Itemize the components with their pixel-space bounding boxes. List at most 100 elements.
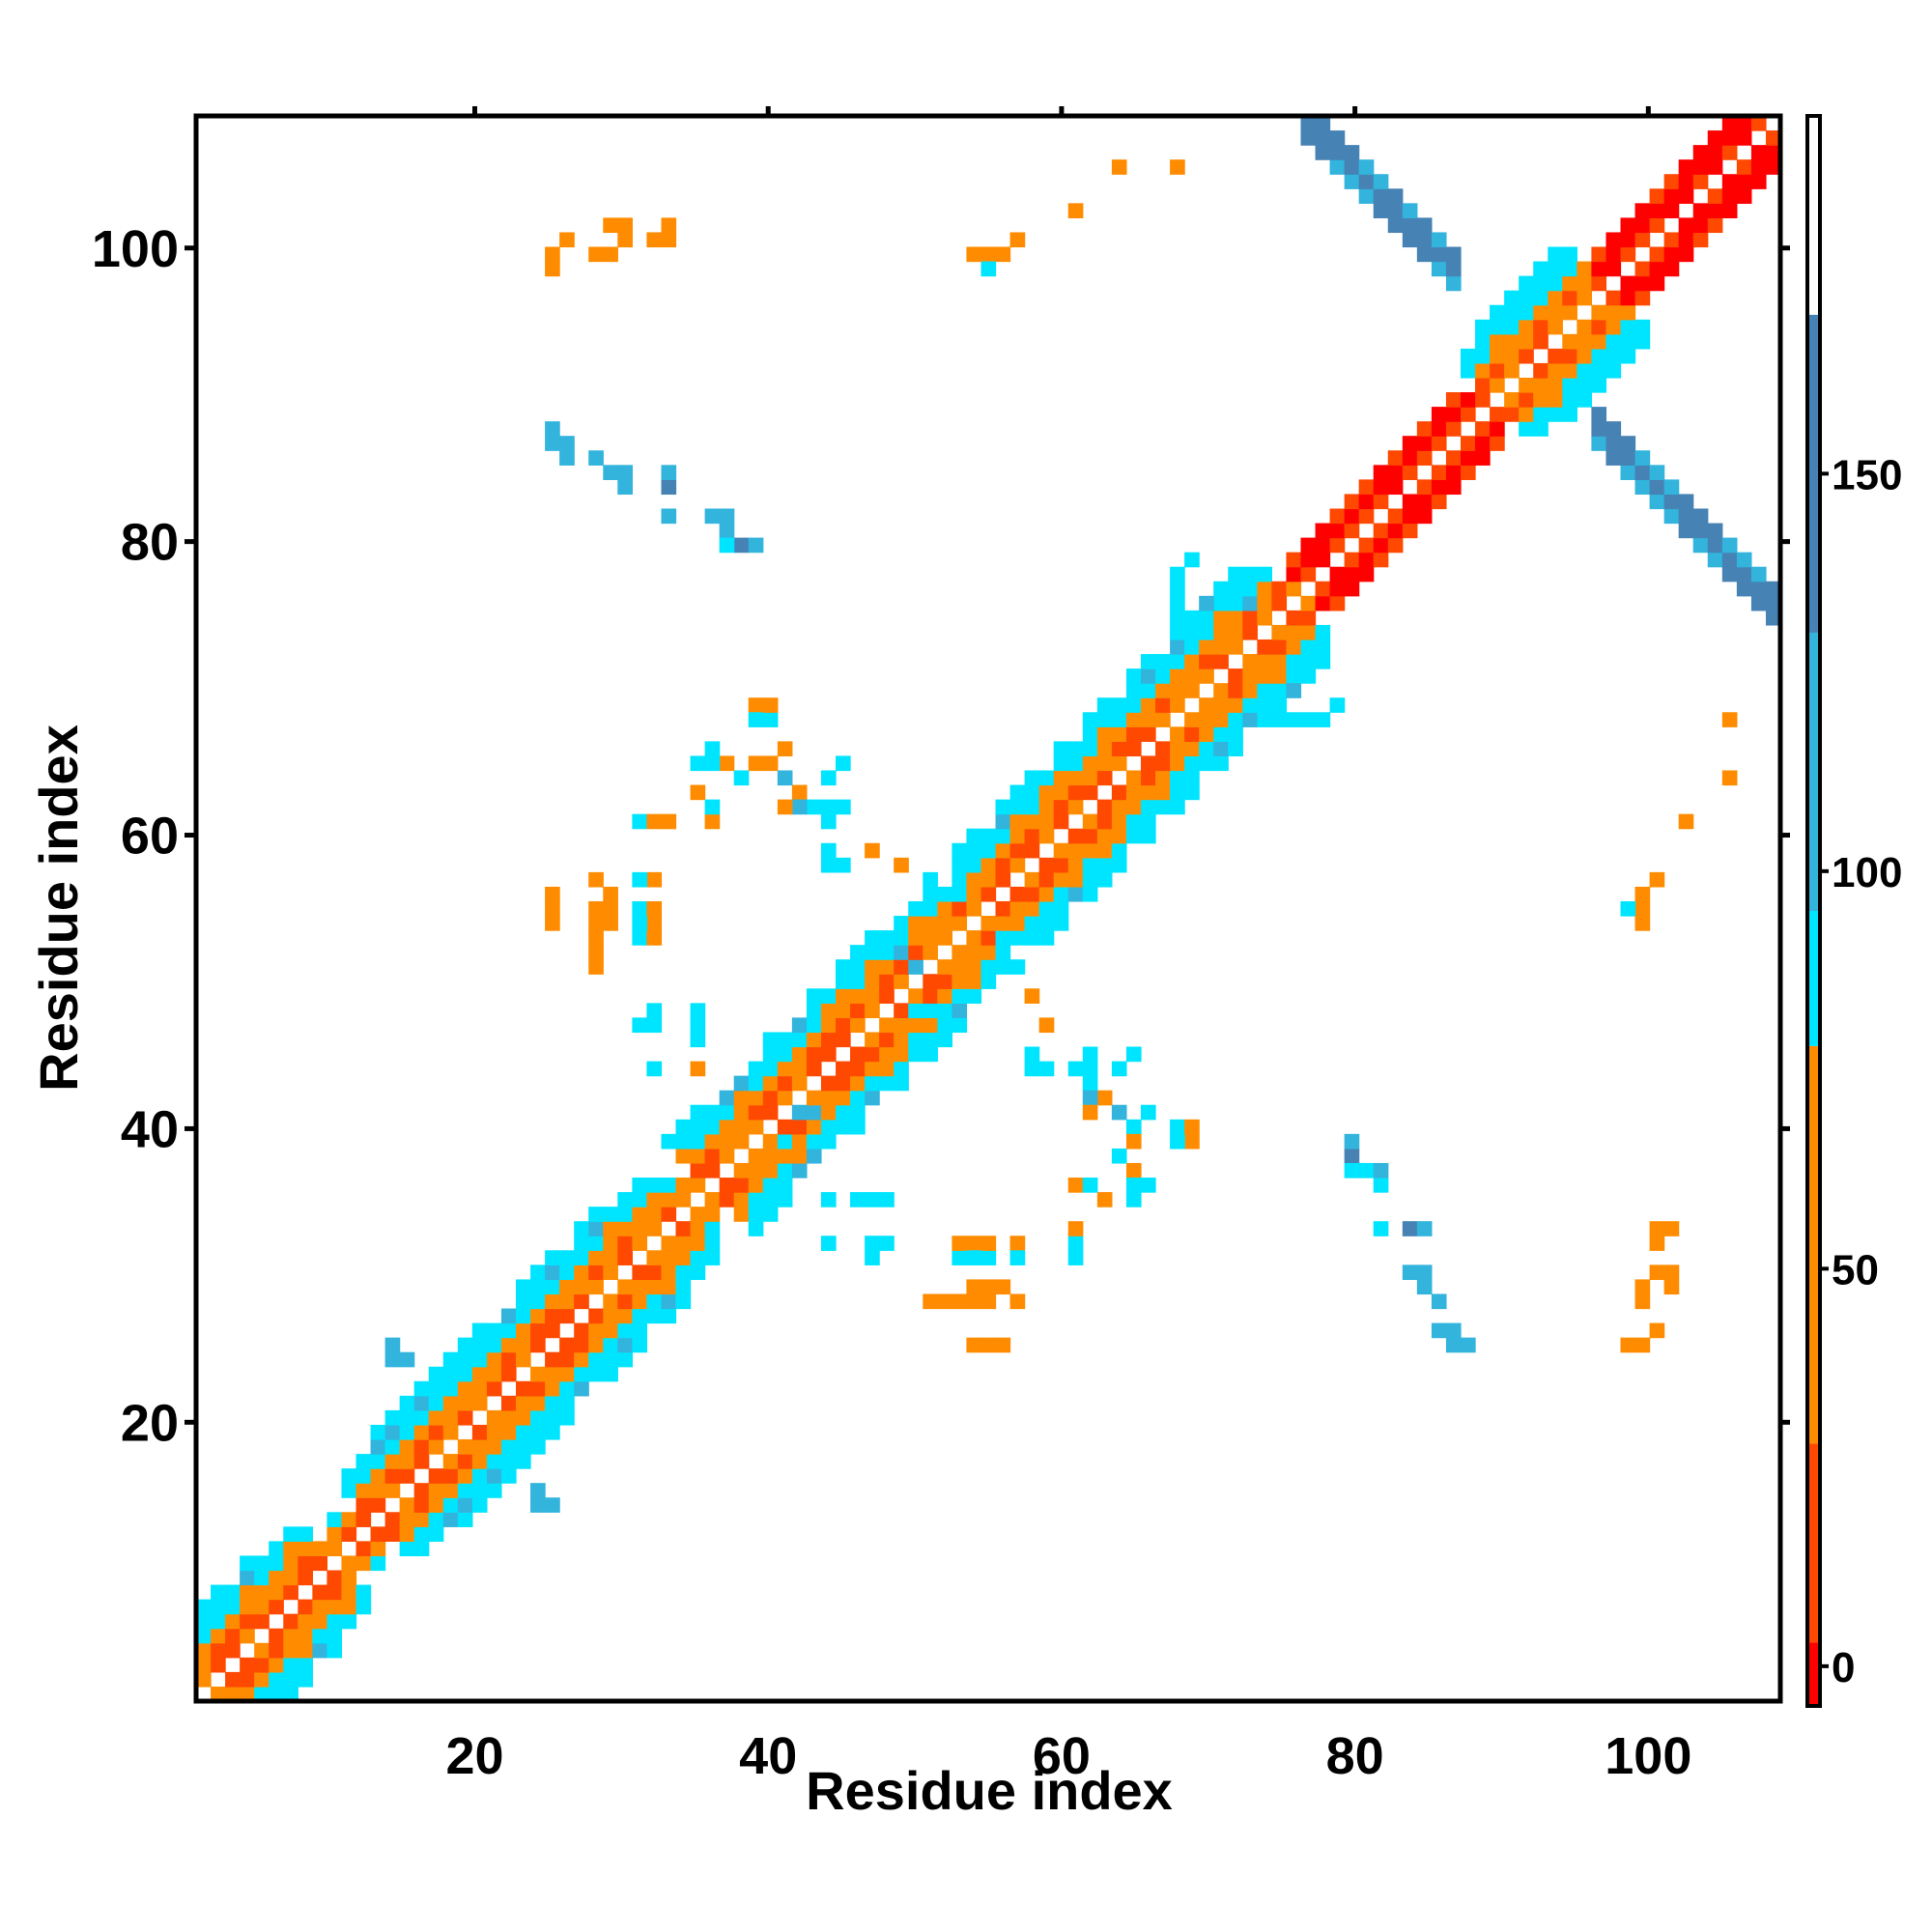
- heatmap-cell: [1634, 275, 1651, 292]
- heatmap-cell: [428, 1497, 444, 1513]
- heatmap-cell: [1373, 1178, 1389, 1193]
- heatmap-cell: [1634, 290, 1651, 306]
- heatmap-cell: [1125, 813, 1142, 830]
- heatmap-cell: [1620, 900, 1636, 917]
- heatmap-cell: [1548, 348, 1563, 364]
- heatmap-cell: [879, 945, 895, 960]
- heatmap-cell: [457, 1483, 473, 1498]
- heatmap-cell: [1678, 246, 1694, 263]
- heatmap-cell: [428, 1395, 444, 1411]
- heatmap-cell: [1140, 1104, 1156, 1121]
- heatmap-cell: [1504, 333, 1520, 350]
- heatmap-cell: [1649, 465, 1665, 480]
- heatmap-cell: [762, 1075, 779, 1092]
- heatmap-cell: [1358, 174, 1375, 189]
- heatmap-cell: [1111, 159, 1127, 175]
- heatmap-cell: [1634, 217, 1651, 234]
- heatmap-cell: [1300, 595, 1317, 611]
- heatmap-cell: [1082, 857, 1098, 873]
- heatmap-cell: [966, 246, 982, 263]
- heatmap-cell: [1257, 683, 1272, 698]
- colorbar-band: [1807, 1642, 1820, 1706]
- colorbar-band: [1807, 911, 1820, 1046]
- heatmap-cell: [980, 261, 997, 277]
- heatmap-cell: [923, 945, 938, 960]
- heatmap-cell: [1475, 348, 1491, 364]
- heatmap-cell: [661, 813, 677, 830]
- heatmap-cell: [1140, 668, 1156, 684]
- heatmap-cell: [646, 1264, 663, 1281]
- heatmap-cell: [1184, 755, 1200, 772]
- heatmap-cell: [894, 1032, 909, 1048]
- heatmap-cell: [1663, 1279, 1680, 1295]
- heatmap-cell: [588, 1337, 604, 1353]
- heatmap-cell: [1692, 174, 1709, 189]
- heatmap-cell: [486, 1454, 502, 1469]
- heatmap-cell: [341, 1570, 357, 1586]
- heatmap-cell: [1562, 348, 1577, 364]
- heatmap-cell: [545, 1366, 560, 1382]
- heatmap-cell: [1490, 348, 1505, 364]
- heatmap-cell: [588, 1264, 604, 1281]
- heatmap-cell: [719, 1178, 735, 1193]
- heatmap-cell: [1184, 683, 1200, 698]
- heatmap-cell: [1184, 784, 1200, 801]
- heatmap-cell: [1111, 1104, 1127, 1121]
- heatmap-cell: [704, 755, 721, 772]
- heatmap-cell: [632, 1221, 648, 1236]
- heatmap-cell: [1111, 784, 1127, 801]
- heatmap-cell: [384, 1424, 401, 1440]
- colorbar: 0 50 100 150: [1805, 114, 1902, 1708]
- heatmap-cell: [733, 770, 750, 786]
- heatmap-cell: [1199, 610, 1214, 626]
- heatmap-cell: [196, 1671, 212, 1688]
- heatmap-cell: [733, 1162, 750, 1179]
- heatmap-cell: [1271, 668, 1288, 684]
- heatmap-cell: [1460, 436, 1476, 451]
- heatmap-cell: [283, 1541, 298, 1557]
- heatmap-cell: [1344, 1133, 1360, 1150]
- heatmap-cell: [1009, 916, 1026, 931]
- heatmap-cell: [399, 1454, 415, 1469]
- heatmap-cell: [952, 988, 968, 1004]
- heatmap-cell: [690, 1003, 706, 1019]
- heatmap-cell: [894, 1061, 909, 1077]
- heatmap-cell: [1634, 465, 1651, 480]
- heatmap-cell: [1184, 654, 1200, 669]
- heatmap-cell: [312, 1642, 328, 1659]
- heatmap-cell: [1605, 319, 1622, 335]
- heatmap-cell: [1634, 333, 1651, 350]
- heatmap-cell: [269, 1657, 284, 1673]
- heatmap-cell: [733, 537, 750, 554]
- heatmap-cell: [1634, 479, 1651, 496]
- heatmap-cell: [1344, 566, 1360, 582]
- heatmap-cell: [516, 1454, 531, 1469]
- heatmap-cell: [762, 712, 779, 727]
- heatmap-cell: [748, 1192, 764, 1208]
- heatmap-cell: [1591, 275, 1607, 292]
- heatmap-cell: [1634, 886, 1651, 902]
- heatmap-cell: [574, 1250, 589, 1265]
- heatmap-cell: [1038, 886, 1055, 902]
- heatmap-cell: [1431, 407, 1447, 422]
- heatmap-cell: [1315, 145, 1331, 160]
- heatmap-cell: [966, 1337, 982, 1353]
- heatmap-cell: [1125, 712, 1142, 727]
- heatmap-cell: [820, 1236, 837, 1251]
- heatmap-cell: [254, 1584, 270, 1601]
- heatmap-cell: [937, 886, 952, 902]
- heatmap-cell: [1082, 886, 1098, 902]
- heatmap-cell: [254, 1570, 270, 1586]
- heatmap-cell: [1402, 465, 1418, 480]
- heatmap-cell: [1387, 465, 1404, 480]
- heatmap-cell: [355, 1483, 372, 1498]
- heatmap-cell: [719, 1090, 735, 1106]
- heatmap-cell: [545, 1264, 560, 1281]
- heatmap-cell: [690, 1104, 706, 1121]
- heatmap-cell: [937, 900, 952, 917]
- heatmap-cell: [471, 1322, 488, 1339]
- heatmap-cell: [1402, 1221, 1418, 1236]
- heatmap-cell: [1620, 436, 1636, 451]
- heatmap-cell: [254, 1686, 270, 1702]
- heatmap-cell: [516, 1351, 531, 1368]
